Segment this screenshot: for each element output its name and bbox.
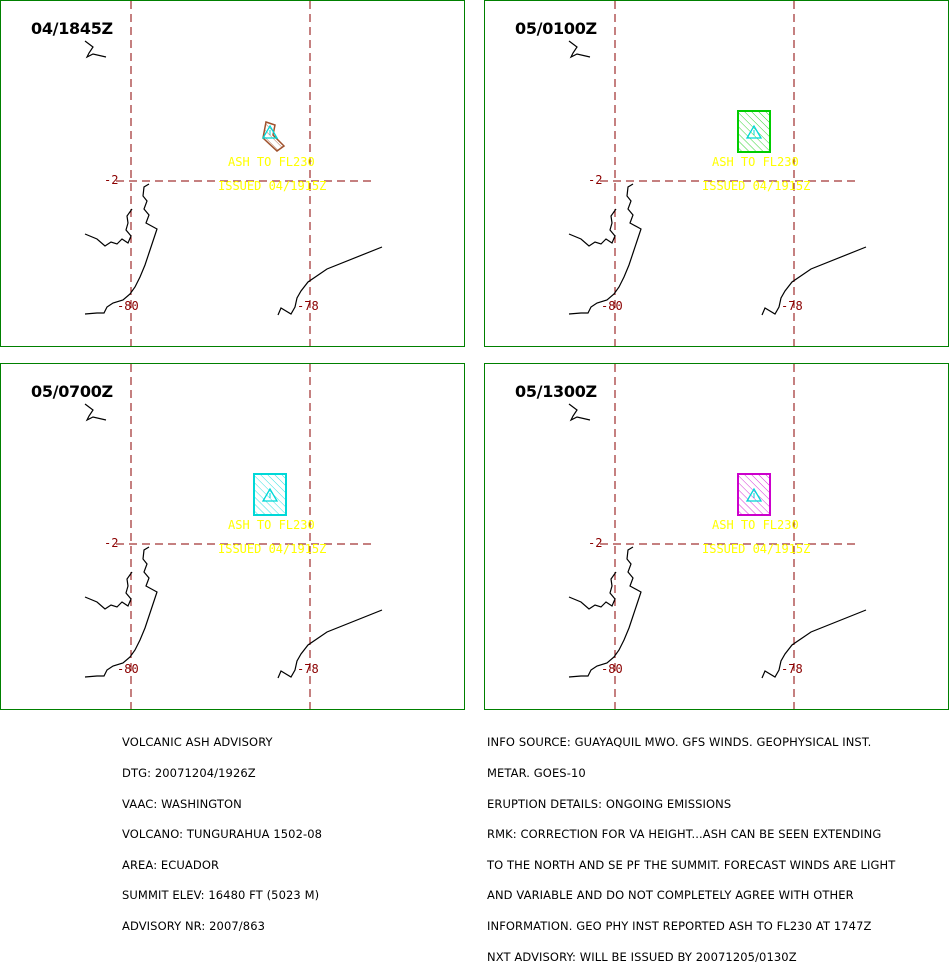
map-canvas: -2 -80 -78 ASH TO FL230 ISSUED 04/1915Z <box>84 364 383 709</box>
coastline <box>568 403 591 422</box>
map-panel-4: 05/1300Z -2 -80 -78 ASH TO FL230 ISSUED 04/1… <box>484 363 949 710</box>
advisory-line: AND VARIABLE AND DO NOT COMPLETELY AGREE… <box>487 888 854 903</box>
map-canvas: -2 -80 -78 ASH TO FL230 ISSUED 04/1915Z <box>568 364 867 709</box>
latitude-label: -2 <box>104 536 118 550</box>
triangle-icon <box>745 487 763 502</box>
coastline <box>84 183 158 315</box>
panel-time-label: 05/0100Z <box>515 19 597 38</box>
longitude-label-80: -80 <box>117 299 139 313</box>
map-panel-1: 04/1845Z -2 -80 -78 ASH TO FL230 ISSUED 04/1… <box>0 0 465 347</box>
coastline <box>84 571 133 610</box>
coastline <box>84 403 107 422</box>
coastline <box>761 609 867 679</box>
advisory-line: AREA: ECUADOR <box>122 857 220 872</box>
advisory-line: INFO SOURCE: GUAYAQUIL MWO. GFS WINDS. G… <box>487 735 872 750</box>
coastline <box>277 246 383 316</box>
coastline <box>84 208 133 247</box>
advisory-line: ADVISORY NR: 2007/863 <box>122 918 266 933</box>
advisory-remarks-block: INFO SOURCE: GUAYAQUIL MWO. GFS WINDS. G… <box>487 717 895 972</box>
coastline <box>568 183 642 315</box>
panel-time-label: 05/0700Z <box>31 382 113 401</box>
advisory-line: SUMMIT ELEV: 16480 FT (5023 M) <box>122 888 320 903</box>
ash-height-label: ASH TO FL230 <box>712 518 799 532</box>
ash-height-label: ASH TO FL230 <box>228 518 315 532</box>
advisory-line: VAAC: WASHINGTON <box>122 796 242 811</box>
ash-cloud-area <box>262 121 286 152</box>
longitude-label-80: -80 <box>117 662 139 676</box>
coastline <box>568 571 617 610</box>
triangle-icon <box>261 487 279 502</box>
issued-time-label: ISSUED 04/1915Z <box>702 542 810 556</box>
advisory-header-block: VOLCANIC ASH ADVISORY DTG: 20071204/1926… <box>122 717 322 941</box>
panel-time-label: 05/1300Z <box>515 382 597 401</box>
coastline <box>568 40 591 59</box>
map-panel-2: 05/0100Z -2 -80 -78 ASH TO FL230 ISSUED 04/1… <box>484 0 949 347</box>
issued-time-label: ISSUED 04/1915Z <box>218 542 326 556</box>
advisory-line: TO THE NORTH AND SE PF THE SUMMIT. FOREC… <box>487 857 896 872</box>
longitude-label-80: -80 <box>601 299 623 313</box>
advisory-line: RMK: CORRECTION FOR VA HEIGHT...ASH CAN … <box>487 827 882 842</box>
advisory-line: ERUPTION DETAILS: ONGOING EMISSIONS <box>487 796 732 811</box>
issued-time-label: ISSUED 04/1915Z <box>218 179 326 193</box>
longitude-label-78: -78 <box>297 299 319 313</box>
advisory-line: INFORMATION. GEO PHY INST REPORTED ASH T… <box>487 918 872 933</box>
advisory-line: DTG: 20071204/1926Z <box>122 766 256 780</box>
coastline <box>84 546 158 678</box>
ash-height-label: ASH TO FL230 <box>228 155 315 169</box>
coastline <box>84 40 107 59</box>
advisory-line: VOLCANO: TUNGURAHUA 1502-08 <box>122 827 323 842</box>
map-canvas: -2 -80 -78 ASH TO FL230 ISSUED 04/1915Z <box>568 1 867 346</box>
longitude-label-78: -78 <box>781 662 803 676</box>
triangle-icon <box>745 124 763 139</box>
map-panel-3: 05/0700Z -2 -80 -78 ASH TO FL230 ISSUED 04/1… <box>0 363 465 710</box>
panel-time-label: 04/1845Z <box>31 19 113 38</box>
latitude-label: -2 <box>104 173 118 187</box>
advisory-line: NXT ADVISORY: WILL BE ISSUED BY 20071205… <box>487 949 797 964</box>
longitude-label-80: -80 <box>601 662 623 676</box>
map-canvas: -2 -80 -78 ASH TO FL230 ISSUED 04/1915Z <box>84 1 383 346</box>
coastline <box>568 208 617 247</box>
coastline <box>568 546 642 678</box>
triangle-icon <box>261 124 279 139</box>
longitude-label-78: -78 <box>781 299 803 313</box>
advisory-line: METAR. GOES-10 <box>487 766 586 780</box>
longitude-label-78: -78 <box>297 662 319 676</box>
latitude-label: -2 <box>588 173 602 187</box>
coastline <box>761 246 867 316</box>
ash-height-label: ASH TO FL230 <box>712 155 799 169</box>
coastline <box>277 609 383 679</box>
issued-time-label: ISSUED 04/1915Z <box>702 179 810 193</box>
advisory-line: VOLCANIC ASH ADVISORY <box>122 735 273 750</box>
latitude-label: -2 <box>588 536 602 550</box>
